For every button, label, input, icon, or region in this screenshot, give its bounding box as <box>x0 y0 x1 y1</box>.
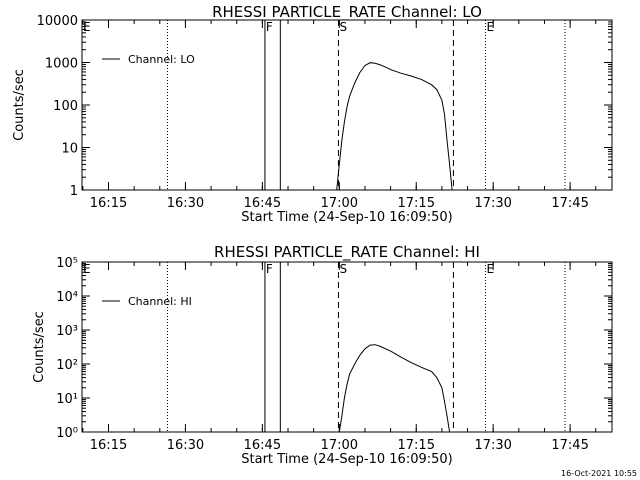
chart-1-xtick-label-5: 17:30 <box>474 438 511 453</box>
chart-0-xlabel: Start Time (24-Sep-10 16:09:50) <box>241 210 452 225</box>
chart-1-xtick-label-2: 16:45 <box>244 438 281 453</box>
chart-1-xtick-label-3: 17:00 <box>321 438 358 453</box>
footer-timestamp: 16-Oct-2021 10:55 <box>561 469 637 478</box>
chart-0-title: RHESSI PARTICLE_RATE Channel: LO <box>212 3 482 22</box>
chart-0-ytick-label-0: 1 <box>70 184 78 199</box>
chart-0-series-line-0 <box>336 62 453 191</box>
chart-1-marker-label-3: S <box>339 262 347 276</box>
chart-0-xtick-label-3: 17:00 <box>321 196 358 211</box>
hi-channel-panel: RHESSI PARTICLE_RATE Channel: HI 16:15 16:… <box>32 243 613 467</box>
chart-0-legend-label: Channel: LO <box>128 53 195 66</box>
chart-1-marker-label-5: E <box>486 262 494 276</box>
chart-0-marker-label-1: F <box>266 20 273 34</box>
chart-1-marker-label-1: F <box>266 262 273 276</box>
chart-0-ytick-label-4: 10000 <box>37 14 78 29</box>
chart-1-ylabel: Counts/sec <box>32 311 47 383</box>
chart-0-ytick-label-1: 10 <box>61 142 78 157</box>
chart-0-xtick-label-4: 17:15 <box>398 196 435 211</box>
chart-0-marker-label-5: E <box>486 20 494 34</box>
chart-1-xlabel: Start Time (24-Sep-10 16:09:50) <box>241 452 452 467</box>
chart-1-series-line-0 <box>338 344 451 433</box>
chart-1-xtick-label-1: 16:30 <box>167 438 204 453</box>
chart-1-xtick-label-0: 16:15 <box>90 438 127 453</box>
lo-channel-panel: RHESSI PARTICLE_RATE Channel: LO 16:15 16:… <box>12 3 613 225</box>
chart-0-ytick-label-2: 100 <box>53 99 78 114</box>
chart-1-legend-label: Channel: HI <box>128 295 192 308</box>
chart-0-ylabel: Counts/sec <box>12 69 27 141</box>
chart-1-title: RHESSI PARTICLE_RATE Channel: HI <box>214 243 480 262</box>
chart-0-xtick-label-1: 16:30 <box>167 196 204 211</box>
chart-0-xtick-label-0: 16:15 <box>90 196 127 211</box>
chart-1-edge-letter: E <box>83 262 91 276</box>
chart-0-xtick-label-6: 17:45 <box>551 196 588 211</box>
chart-0-xtick-label-5: 17:30 <box>474 196 511 211</box>
chart-0-marker-label-3: S <box>339 20 347 34</box>
chart-1-ytick-label-3: 10³ <box>56 324 78 339</box>
chart-0-xtick-label-2: 16:45 <box>244 196 281 211</box>
chart-1-xtick-label-4: 17:15 <box>398 438 435 453</box>
chart-1-ytick-label-4: 10⁴ <box>56 290 78 305</box>
chart-1-xtick-label-6: 17:45 <box>551 438 588 453</box>
chart-1-frame <box>81 261 613 433</box>
chart-0-ytick-label-3: 1000 <box>45 57 78 72</box>
chart-1-ytick-label-2: 10² <box>56 358 78 373</box>
chart-1-ytick-label-0: 10⁰ <box>56 426 78 441</box>
chart-1-ytick-label-5: 10⁵ <box>56 256 78 271</box>
chart-1-ytick-label-1: 10¹ <box>56 392 78 407</box>
chart-0-edge-letter: E <box>83 20 91 34</box>
